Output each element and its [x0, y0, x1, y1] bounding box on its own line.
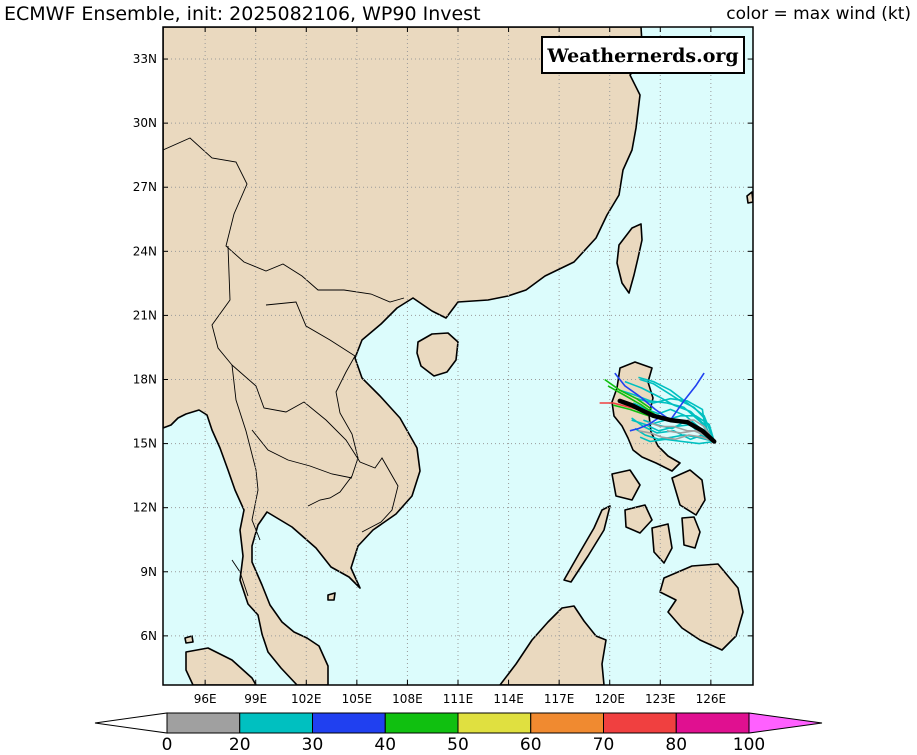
hainan-island — [416, 332, 459, 377]
colorbar-tick-label: 50 — [447, 735, 469, 755]
mindoro-island — [611, 469, 641, 501]
colorbar-tick-label: 70 — [593, 735, 615, 755]
ensemble-member-track — [604, 378, 653, 411]
palawan-island — [563, 505, 611, 583]
axis-ticks: 33N 30N 27N 24N 21N 18N 15N 12N 9N 6N 96E 99E 102E 10… — [133, 27, 753, 706]
lon-tick-label: 117E — [544, 692, 575, 706]
lat-tick-label: 33N — [133, 52, 157, 66]
colorbar-segment — [239, 712, 313, 734]
panay-island — [624, 504, 653, 534]
lat-tick-label: 12N — [133, 501, 157, 515]
leyte-island — [681, 516, 701, 549]
colorbar-tick-label: 0 — [162, 735, 173, 755]
colorbar-tick-label: 100 — [733, 735, 765, 755]
lat-tick-label: 30N — [133, 116, 157, 130]
lon-tick-label: 111E — [443, 692, 474, 706]
country-border — [231, 364, 399, 533]
lon-tick-label: 108E — [392, 692, 423, 706]
colorbar-tick-label: 40 — [374, 735, 396, 755]
lon-tick-label: 105E — [342, 692, 373, 706]
country-border — [163, 137, 405, 303]
watermark-text: Weathernerds.org — [546, 45, 738, 67]
colorbar-above-arrow — [748, 712, 823, 734]
lon-tick-label: 120E — [594, 692, 625, 706]
wind-colorbar: 0 20 30 40 50 60 70 80 100 — [94, 712, 823, 755]
colorbar-tick-label: 60 — [520, 735, 542, 755]
lon-tick-label: 102E — [291, 692, 322, 706]
lat-tick-label: 18N — [133, 373, 157, 387]
country-border — [265, 301, 359, 507]
ensemble-member-track — [607, 385, 658, 417]
lat-tick-label: 24N — [133, 244, 157, 258]
ensemble-member-track — [639, 436, 715, 445]
ensemble-mean-track — [617, 398, 717, 444]
country-border — [251, 429, 353, 479]
ensemble-member-track — [649, 414, 715, 442]
colorbar-tick-label: 20 — [229, 735, 251, 755]
mindanao-island — [659, 563, 744, 651]
small-island — [184, 635, 194, 644]
ensemble-member-track — [669, 372, 705, 421]
ensemble-member-track — [629, 417, 660, 432]
lat-tick-label: 6N — [140, 629, 157, 643]
watermark-box — [541, 36, 745, 74]
color-legend-caption: color = max wind (kt) — [726, 4, 911, 24]
colorbar-segment — [166, 712, 241, 734]
lon-tick-label: 126E — [696, 692, 727, 706]
negros-cebu-islands — [651, 523, 673, 564]
samar-island — [671, 469, 706, 516]
colorbar-segment — [457, 712, 532, 734]
lat-tick-label: 9N — [140, 565, 157, 579]
taiwan-island — [616, 223, 643, 294]
ensemble-member-track — [638, 430, 715, 443]
lat-tick-label: 21N — [133, 308, 157, 322]
colorbar-segment — [384, 712, 459, 734]
colorbar-tick-label: 30 — [302, 735, 324, 755]
lon-tick-label: 96E — [194, 692, 217, 706]
lon-tick-label: 99E — [244, 692, 267, 706]
lat-tick-label: 27N — [133, 180, 157, 194]
sumatra-island — [185, 647, 257, 685]
ensemble-member-track — [638, 376, 715, 442]
colorbar-tick-label: 80 — [665, 735, 687, 755]
lon-tick-label: 123E — [645, 692, 676, 706]
colorbar-segment — [312, 712, 386, 734]
colorbar-segment — [530, 712, 604, 734]
lat-tick-label: 15N — [133, 437, 157, 451]
ensemble-member-track — [619, 389, 715, 442]
small-island — [746, 191, 753, 204]
lon-tick-label: 114E — [493, 692, 524, 706]
ensemble-tracks — [599, 372, 717, 445]
ensemble-member-track — [612, 404, 649, 417]
borneo-island — [499, 605, 607, 685]
small-island — [327, 592, 336, 601]
lat-lon-grid — [163, 27, 753, 685]
colorbar-segment — [603, 712, 677, 734]
colorbar-below-arrow — [94, 712, 168, 734]
map-title: ECMWF Ensemble, init: 2025082106, WP90 I… — [4, 3, 481, 25]
colorbar-segment — [675, 712, 750, 734]
